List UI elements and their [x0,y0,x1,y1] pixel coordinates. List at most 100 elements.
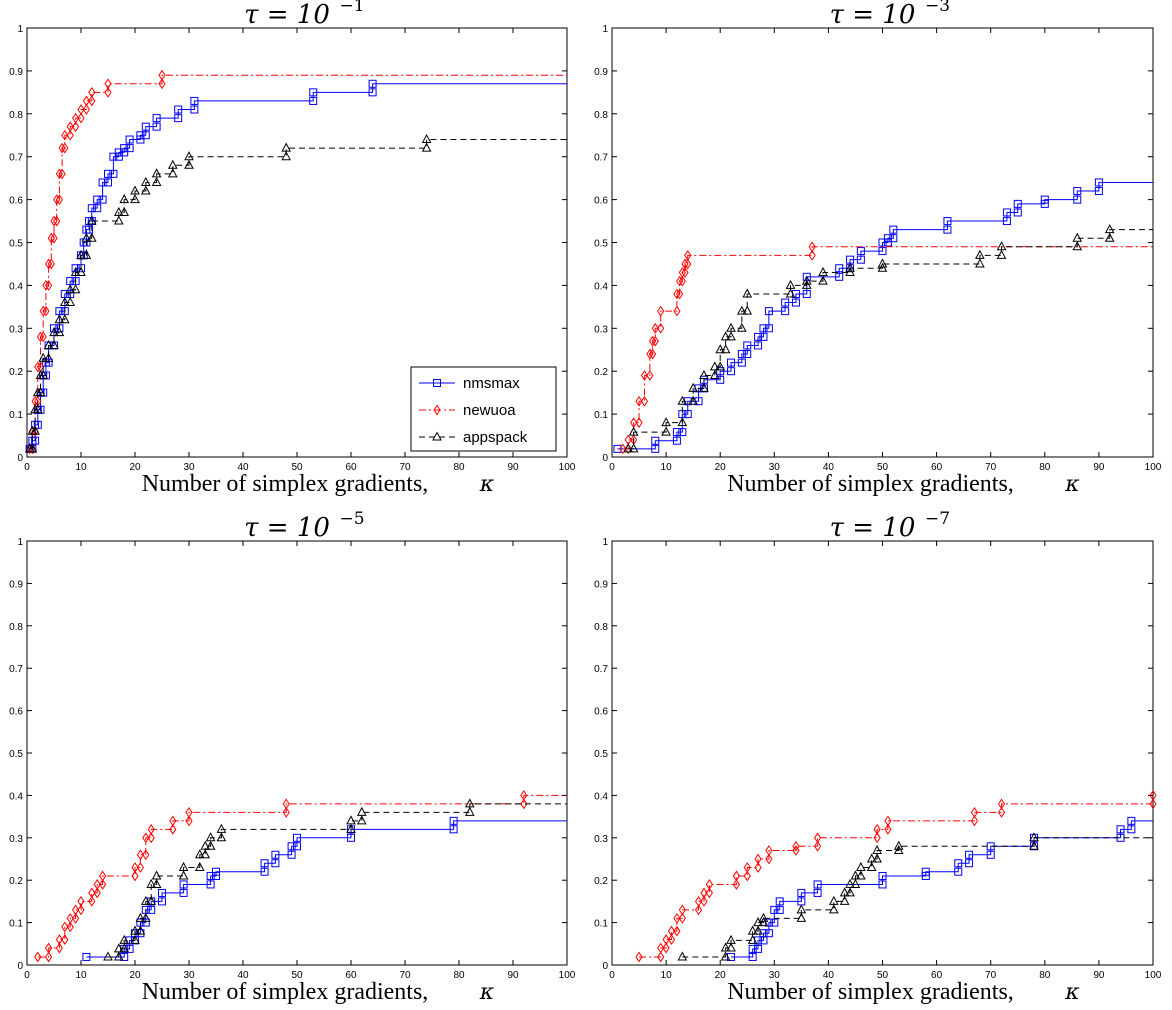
data-point-appspack [421,133,432,144]
chart-title: τ = 10 [244,0,330,30]
y-tick-label: 0.8 [594,110,608,121]
data-point-appspack [346,815,356,825]
y-tick-label: 0.1 [594,410,608,421]
y-tick-label: 0.1 [594,919,608,930]
data-point-appspack [113,206,124,216]
data-point-nmsmax [883,238,892,247]
data-point-nmsmax [85,225,94,234]
data-point-appspack [356,806,367,816]
data-point-nmsmax [754,332,763,341]
x-tick-label: 80 [453,462,465,473]
data-point-appspack [785,288,796,298]
data-point-newuoa [44,942,53,954]
data-point-newuoa [169,815,177,827]
data-point-newuoa [765,845,773,856]
data-point-nmsmax [759,332,768,341]
data-point-newuoa [657,305,665,317]
data-point-newuoa [158,69,166,81]
data-point-nmsmax [651,436,660,445]
data-point-newuoa [678,275,686,287]
data-point-appspack [76,249,86,259]
data-point-nmsmax [368,88,377,97]
data-point-appspack [194,849,205,859]
data-point-appspack [30,425,40,435]
y-tick-label: 0.7 [594,153,608,164]
data-point-appspack [135,925,146,935]
data-point-newuoa [77,895,85,907]
data-point-nmsmax [764,929,773,938]
data-point-appspack [167,159,178,169]
data-point-nmsmax [921,871,930,880]
x-tick-label: 30 [183,462,195,473]
y-tick-label: 0.1 [9,410,23,421]
y-tick-label: 0.6 [9,196,23,207]
x-tick-label: 30 [183,970,195,981]
y-tick-label: 0.2 [9,367,23,378]
data-point-nmsmax [125,144,134,153]
data-point-nmsmax [136,135,145,144]
data-point-nmsmax [797,888,806,897]
data-point-appspack [709,361,720,371]
data-point-newuoa [71,912,80,924]
data-point-newuoa [678,267,686,278]
data-point-appspack [421,142,432,152]
data-point-newuoa [147,832,155,844]
data-point-newuoa [520,798,528,810]
x-tick-label: 90 [1093,462,1105,473]
data-point-nmsmax [174,114,183,123]
y-tick-label: 0.1 [9,919,23,930]
data-point-newuoa [732,879,741,890]
data-point-nmsmax [835,264,844,273]
data-point-nmsmax [158,888,166,897]
data-point-appspack [43,339,54,349]
y-tick-label: 0.2 [9,876,23,887]
data-point-appspack [726,322,736,332]
data-point-appspack [628,426,639,436]
data-point-newuoa [42,279,50,291]
data-point-newuoa [792,840,800,852]
legend-label-nmsmax: nmsmax [463,375,520,392]
data-point-nmsmax [651,444,660,453]
data-point-nmsmax [954,867,963,876]
data-point-appspack [464,798,475,808]
data-point-newuoa [44,258,53,270]
data-point-nmsmax [120,144,129,153]
data-point-appspack [113,943,124,953]
data-point-newuoa [136,849,145,861]
data-point-appspack [996,249,1007,259]
data-point-nmsmax [791,298,800,307]
data-point-newuoa [884,815,892,827]
data-point-nmsmax [1127,816,1136,825]
y-tick-label: 0.9 [594,67,608,78]
data-point-newuoa [93,887,101,899]
data-point-appspack [828,904,839,914]
data-point-nmsmax [309,96,318,105]
data-point-nmsmax [878,880,887,889]
data-point-nmsmax [1073,187,1082,196]
x-tick-label: 40 [823,462,835,473]
x-tick-label: 0 [24,970,30,981]
data-point-nmsmax [672,436,681,445]
data-point-nmsmax [82,952,91,961]
data-point-appspack [1104,224,1115,234]
data-point-nmsmax [212,871,220,880]
data-point-nmsmax [678,428,687,437]
data-point-appspack [856,870,866,880]
data-point-appspack [119,943,130,953]
data-point-newuoa [1149,798,1157,810]
data-point-appspack [205,840,216,850]
y-tick-label: 0.5 [9,239,23,250]
data-point-appspack [146,878,157,888]
data-point-nmsmax [813,888,822,897]
data-point-newuoa [681,267,689,278]
data-point-nmsmax [287,842,296,851]
data-point-nmsmax [613,444,622,453]
data-point-nmsmax [98,178,107,187]
data-point-newuoa [873,832,881,844]
x-tick-label: 20 [715,970,727,981]
data-point-nmsmax [98,195,107,204]
data-point-nmsmax [802,289,811,298]
y-tick-label: 0.3 [9,324,23,335]
data-point-appspack [70,284,81,294]
data-point-newuoa [657,942,665,954]
